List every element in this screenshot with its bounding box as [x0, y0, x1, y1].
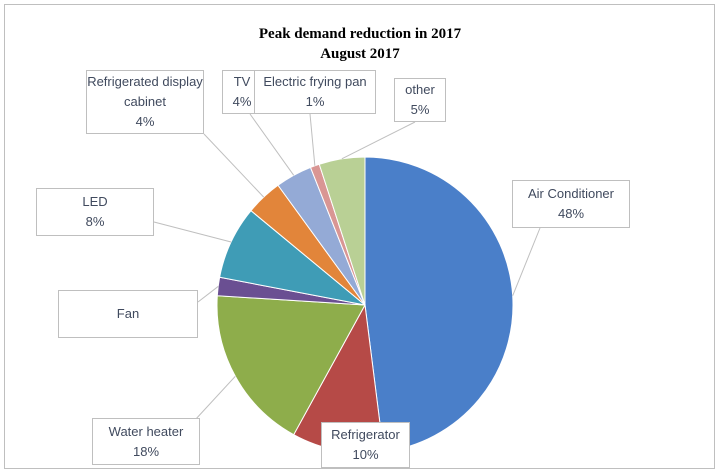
- data-label: Fan: [58, 290, 198, 338]
- pie-slice: [364, 156, 514, 453]
- label-value: 8%: [85, 214, 105, 229]
- leader-line: [249, 113, 295, 176]
- data-label: LED 8%: [36, 188, 154, 236]
- pie-slice: [318, 156, 366, 306]
- leader-line: [512, 227, 541, 296]
- label-name: LED: [82, 194, 108, 209]
- label-value: 5%: [410, 102, 430, 117]
- data-label: Water heater 18%: [92, 418, 200, 465]
- label-name: Refrigerator: [331, 427, 400, 442]
- leader-line: [197, 286, 219, 303]
- data-label: other 5%: [394, 78, 446, 122]
- label-name: TV: [233, 74, 251, 89]
- label-value: 1%: [305, 94, 325, 109]
- data-label: Air Conditioner 48%: [512, 180, 630, 228]
- label-name: Air Conditioner: [528, 186, 614, 201]
- label-value: 4%: [232, 94, 252, 109]
- label-value: 48%: [557, 206, 585, 221]
- label-value: 10%: [352, 447, 379, 462]
- label-name: Fan: [116, 306, 140, 321]
- label-name: Water heater: [108, 423, 184, 439]
- chart-title: Peak demand reduction in 2017: [259, 26, 462, 42]
- data-label: Refrigerated display cabinet 4%: [86, 70, 204, 134]
- label-name: Electric frying pan: [263, 74, 367, 89]
- label-value: 4%: [135, 114, 155, 129]
- chart-subtitle: August 2017: [320, 46, 400, 62]
- label-name: other: [405, 82, 435, 97]
- leader-line: [309, 113, 316, 166]
- leader-line: [153, 221, 232, 243]
- label-name: Refrigerated display cabinet: [87, 74, 203, 109]
- data-label: Refrigerator 10%: [321, 422, 410, 468]
- label-value: 18%: [132, 443, 160, 459]
- leader-line: [203, 133, 265, 198]
- leader-line: [194, 375, 236, 421]
- pie-slice: [216, 295, 366, 436]
- leader-line: [341, 121, 416, 160]
- data-label: Electric frying pan 1%: [254, 70, 376, 114]
